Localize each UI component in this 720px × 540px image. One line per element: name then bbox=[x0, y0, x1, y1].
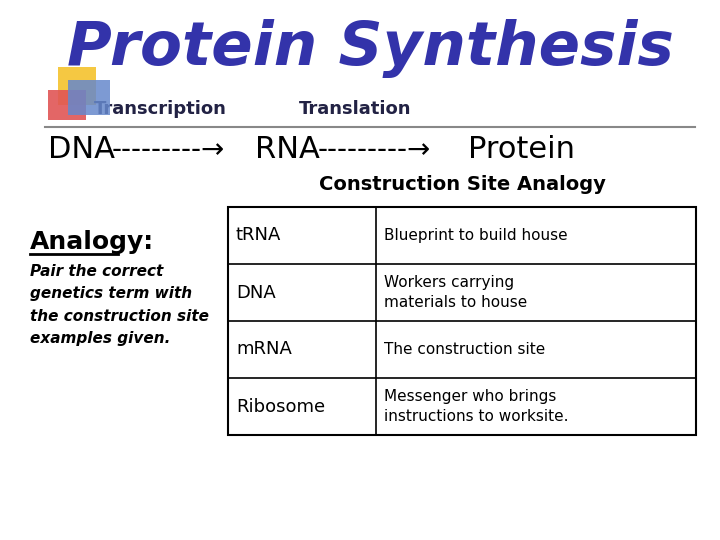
Text: ---------→: ---------→ bbox=[112, 136, 225, 164]
Text: RNA: RNA bbox=[255, 136, 320, 165]
Text: tRNA: tRNA bbox=[236, 226, 282, 245]
Text: Protein: Protein bbox=[468, 136, 575, 165]
Text: Analogy:: Analogy: bbox=[30, 230, 154, 254]
Text: Workers carrying
materials to house: Workers carrying materials to house bbox=[384, 275, 527, 310]
Text: Blueprint to build house: Blueprint to build house bbox=[384, 228, 567, 243]
Text: Transcription: Transcription bbox=[94, 100, 226, 118]
Text: Construction Site Analogy: Construction Site Analogy bbox=[318, 174, 606, 193]
Text: Messenger who brings
instructions to worksite.: Messenger who brings instructions to wor… bbox=[384, 389, 569, 424]
Text: mRNA: mRNA bbox=[236, 341, 292, 359]
Text: The construction site: The construction site bbox=[384, 342, 545, 357]
Bar bbox=[58, 67, 96, 105]
Text: ---------→: ---------→ bbox=[318, 136, 431, 164]
Text: DNA: DNA bbox=[48, 136, 115, 165]
Bar bbox=[228, 207, 696, 435]
Text: Ribosome: Ribosome bbox=[236, 397, 325, 415]
Text: DNA: DNA bbox=[236, 284, 276, 301]
Bar bbox=[68, 80, 110, 115]
Text: Pair the correct
genetics term with
the construction site
examples given.: Pair the correct genetics term with the … bbox=[30, 264, 209, 346]
Text: Translation: Translation bbox=[299, 100, 411, 118]
Bar bbox=[48, 90, 86, 120]
Text: Protein Synthesis: Protein Synthesis bbox=[66, 18, 673, 78]
